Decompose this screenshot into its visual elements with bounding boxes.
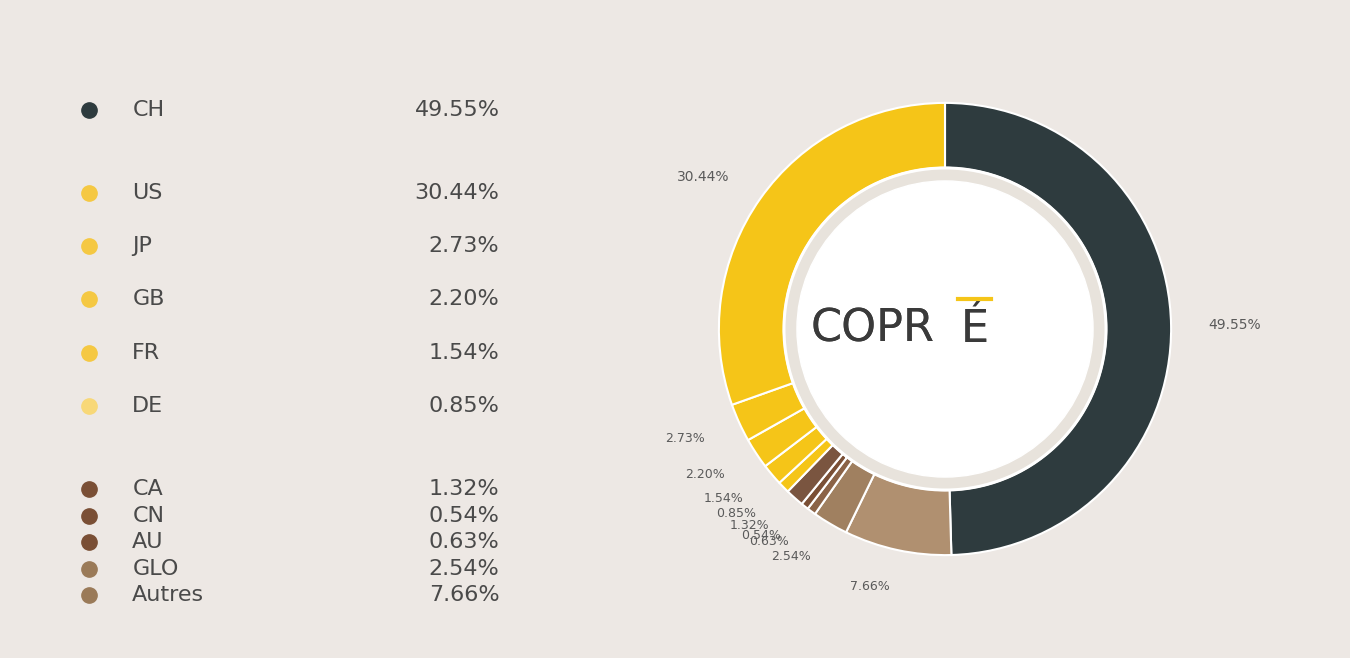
- Text: CA: CA: [132, 479, 163, 499]
- Wedge shape: [788, 445, 842, 504]
- Wedge shape: [815, 461, 875, 532]
- Text: JP: JP: [132, 236, 153, 256]
- Text: 1.32%: 1.32%: [429, 479, 500, 499]
- Text: CN: CN: [132, 505, 165, 526]
- Text: 0.63%: 0.63%: [749, 535, 788, 548]
- Text: 1.32%: 1.32%: [730, 520, 769, 532]
- Text: 0.54%: 0.54%: [741, 530, 782, 542]
- Text: 7.66%: 7.66%: [849, 580, 890, 594]
- Text: 30.44%: 30.44%: [414, 183, 500, 203]
- Text: COPR: COPR: [810, 307, 934, 351]
- Text: 0.85%: 0.85%: [429, 396, 500, 416]
- Text: 2.73%: 2.73%: [666, 432, 705, 445]
- Text: 1.54%: 1.54%: [429, 343, 500, 363]
- Text: 2.20%: 2.20%: [429, 290, 500, 309]
- Text: GB: GB: [132, 290, 165, 309]
- Wedge shape: [720, 103, 945, 405]
- Text: 2.73%: 2.73%: [429, 236, 500, 256]
- Text: Autres: Autres: [132, 586, 204, 605]
- Text: 49.55%: 49.55%: [1208, 318, 1261, 332]
- Wedge shape: [779, 439, 833, 492]
- Text: GLO: GLO: [132, 559, 178, 579]
- Text: 2.54%: 2.54%: [771, 549, 811, 563]
- Wedge shape: [945, 103, 1170, 555]
- Text: 49.55%: 49.55%: [414, 100, 500, 120]
- Wedge shape: [748, 409, 817, 466]
- Text: É: É: [961, 307, 988, 351]
- Text: DE: DE: [132, 396, 163, 416]
- Text: CH: CH: [132, 100, 165, 120]
- FancyBboxPatch shape: [580, 21, 1310, 637]
- Wedge shape: [765, 427, 826, 483]
- Text: 0.85%: 0.85%: [717, 507, 756, 520]
- Text: AU: AU: [132, 532, 163, 552]
- Text: FR: FR: [132, 343, 161, 363]
- Text: 0.54%: 0.54%: [429, 505, 500, 526]
- Circle shape: [783, 168, 1107, 490]
- Text: 1.54%: 1.54%: [703, 492, 744, 505]
- Text: US: US: [132, 183, 162, 203]
- Wedge shape: [802, 454, 846, 509]
- Text: 30.44%: 30.44%: [676, 170, 729, 184]
- Text: 7.66%: 7.66%: [429, 586, 500, 605]
- Circle shape: [786, 170, 1104, 488]
- Wedge shape: [807, 457, 852, 514]
- Text: 0.63%: 0.63%: [429, 532, 500, 552]
- Text: COPR: COPR: [810, 307, 934, 351]
- Text: 2.54%: 2.54%: [429, 559, 500, 579]
- Text: E: E: [961, 307, 988, 351]
- Wedge shape: [846, 474, 952, 555]
- Circle shape: [780, 164, 1110, 494]
- Circle shape: [796, 181, 1094, 477]
- Wedge shape: [732, 383, 805, 440]
- Text: 2.20%: 2.20%: [684, 468, 725, 480]
